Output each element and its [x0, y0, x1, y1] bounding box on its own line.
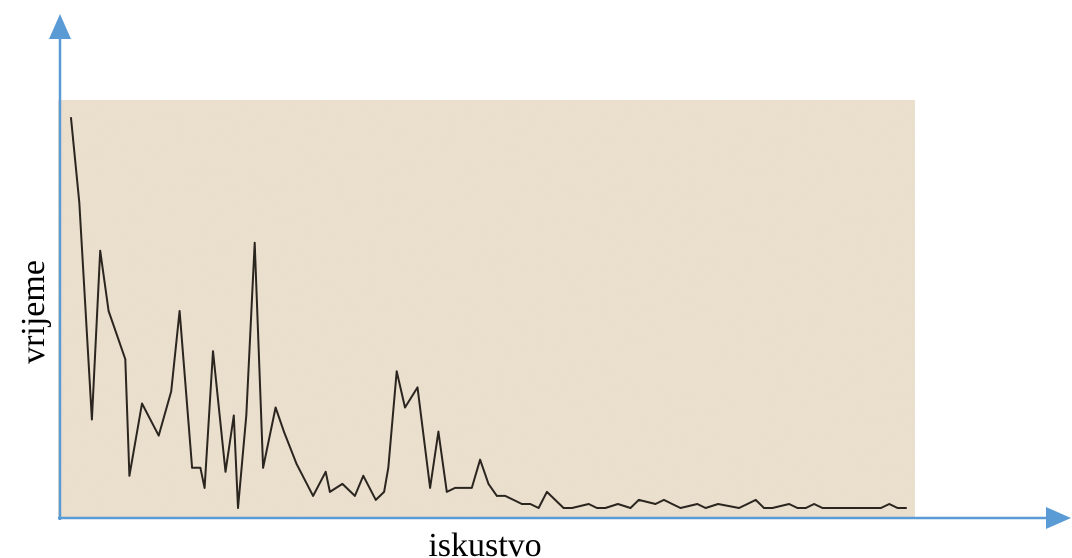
data-point [437, 430, 440, 433]
data-point [245, 414, 248, 417]
data-point [830, 507, 832, 509]
y-axis [49, 14, 71, 520]
data-point [704, 507, 707, 509]
data-point [78, 201, 81, 204]
data-point [237, 507, 239, 509]
data-point [341, 483, 344, 485]
data-point [212, 350, 214, 353]
data-point [521, 503, 523, 505]
x-axis-arrow-icon [1046, 507, 1071, 529]
data-point [395, 370, 398, 373]
data-point [855, 507, 857, 509]
data-point [671, 503, 673, 505]
data-point [754, 499, 757, 501]
data-point [429, 487, 431, 489]
data-point [571, 507, 573, 509]
data-point [905, 507, 907, 509]
data-point [178, 310, 181, 312]
data-point [262, 467, 264, 469]
data-point [274, 406, 277, 409]
data-point [663, 499, 665, 501]
data-points [70, 117, 907, 509]
data-point [191, 467, 193, 469]
data-point [329, 491, 331, 493]
data-point [771, 507, 774, 509]
data-point [638, 499, 640, 501]
data-point [99, 249, 101, 252]
data-point [141, 402, 143, 405]
data-point [813, 503, 815, 505]
data-point [295, 463, 298, 465]
data-point [354, 495, 356, 497]
data-point [375, 499, 377, 501]
data-point [107, 310, 110, 312]
data-point [537, 507, 540, 509]
data-point [128, 475, 131, 477]
data-point [888, 503, 891, 505]
data-point [821, 507, 824, 509]
data-point [738, 507, 740, 509]
data-point [383, 491, 385, 493]
data-point [604, 507, 607, 509]
data-point [504, 495, 507, 497]
data-point [312, 495, 314, 497]
data-point [763, 507, 765, 509]
data-point [362, 475, 365, 477]
data-point [224, 471, 227, 473]
data-point [479, 458, 481, 461]
plot-background [58, 100, 915, 518]
data-point [696, 503, 699, 505]
data-point [324, 471, 327, 473]
x-axis-title: iskustvo [428, 527, 541, 558]
data-point [679, 507, 682, 509]
data-point [562, 507, 565, 509]
data-point [91, 418, 93, 421]
data-point [796, 507, 799, 509]
data-point [805, 507, 807, 509]
data-point [416, 386, 419, 389]
data-point [124, 358, 127, 361]
data-point [596, 507, 598, 509]
data-point [587, 503, 590, 505]
data-point [462, 487, 465, 489]
data-point [170, 390, 172, 393]
data-point [387, 467, 390, 469]
data-point [70, 117, 72, 119]
data-point [454, 487, 456, 489]
data-point [871, 507, 874, 509]
data-point [896, 507, 899, 509]
data-point [157, 434, 160, 437]
y-axis-title: vrijeme [15, 260, 52, 364]
data-point [471, 487, 473, 489]
data-point [203, 487, 206, 489]
data-point [253, 241, 256, 244]
data-point [863, 507, 866, 509]
data-point [404, 406, 406, 409]
data-point [880, 507, 882, 509]
data-point [512, 499, 515, 501]
data-point [838, 507, 840, 509]
data-point [846, 507, 849, 509]
data-point [546, 491, 548, 493]
data-point [717, 503, 719, 505]
data-point [283, 430, 285, 433]
y-axis-arrow-icon [49, 14, 71, 39]
data-point [233, 414, 235, 417]
data-point [529, 503, 532, 505]
data-point [199, 467, 202, 469]
x-axis [58, 507, 1071, 529]
data-point [487, 483, 490, 485]
data-point [654, 503, 657, 505]
data-point [446, 491, 448, 493]
data-point [746, 503, 749, 505]
data-point [629, 507, 632, 509]
series-line [70, 117, 907, 509]
data-point [617, 503, 619, 505]
data-point [496, 495, 498, 497]
data-point [788, 503, 790, 505]
